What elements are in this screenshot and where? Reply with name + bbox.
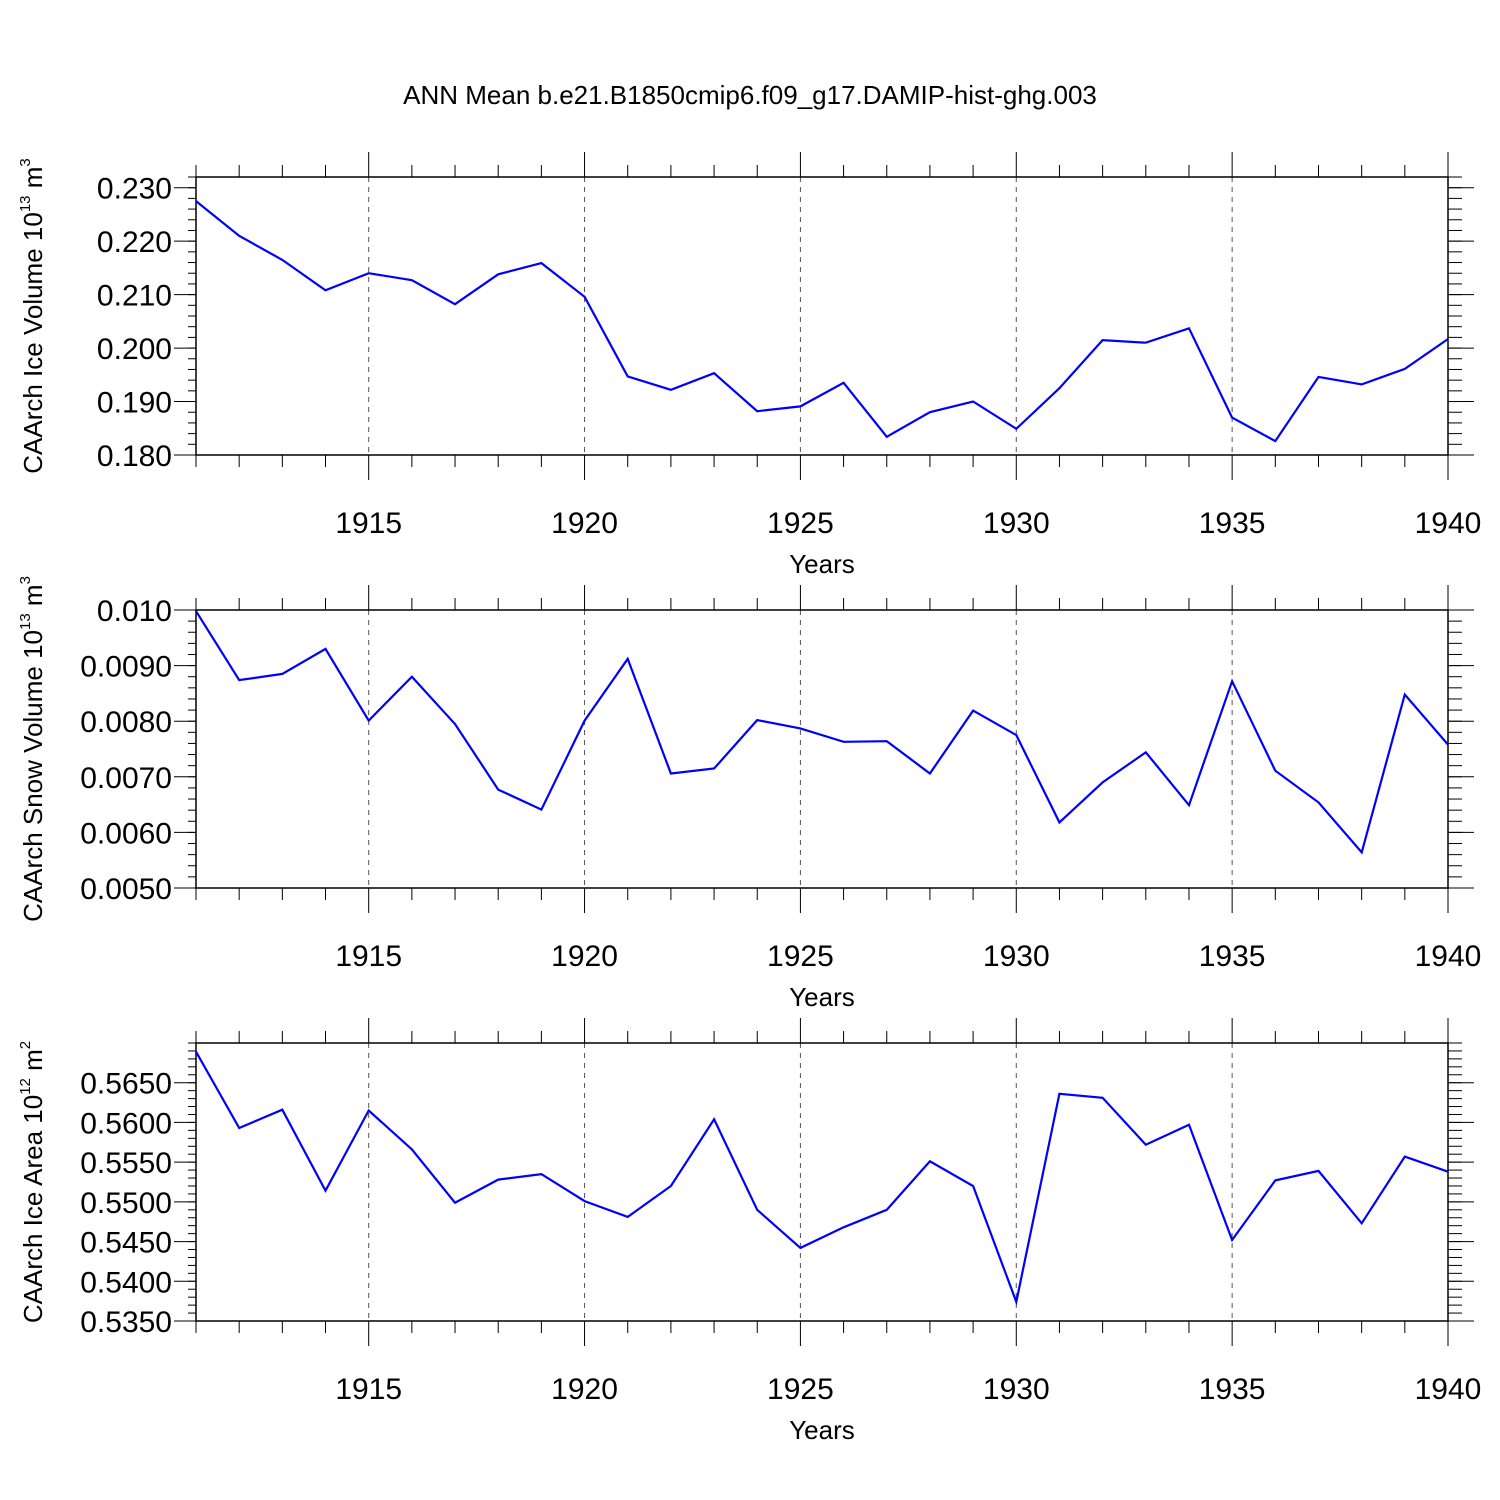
plot-frame bbox=[195, 1042, 1449, 1322]
plot-frame bbox=[195, 176, 1449, 456]
x-tick-label: 1935 bbox=[1199, 1373, 1266, 1406]
x-tick-label: 1925 bbox=[767, 940, 834, 973]
y-axis-label: CAArch Ice Volume 1013 m3 bbox=[17, 158, 48, 474]
x-tick-label: 1940 bbox=[1415, 507, 1482, 540]
y-tick-label: 0.5650 bbox=[80, 1068, 172, 1101]
y-axis-label-unit-exponent: 2 bbox=[17, 1041, 34, 1049]
x-tick-label: 1930 bbox=[983, 507, 1050, 540]
x-axis-label: Years bbox=[789, 1415, 855, 1445]
y-axis-label-unit-exponent: 3 bbox=[17, 158, 34, 166]
y-tick-label: 0.0080 bbox=[80, 706, 172, 739]
x-tick-label: 1915 bbox=[335, 1373, 402, 1406]
y-axis-label-text: CAArch Ice Area 10 bbox=[18, 1095, 48, 1323]
y-tick-label: 0.210 bbox=[97, 280, 172, 313]
series-line bbox=[195, 200, 1449, 443]
y-axis-label-exponent: 13 bbox=[17, 613, 34, 630]
y-axis-label-exponent: 13 bbox=[17, 195, 34, 212]
y-tick-label: 0.0060 bbox=[80, 817, 172, 850]
y-tick-label: 0.010 bbox=[97, 595, 172, 628]
x-axis-label: Years bbox=[789, 982, 855, 1012]
series-line bbox=[195, 1051, 1449, 1306]
y-axis-label-unit: m bbox=[18, 584, 48, 613]
y-tick-label: 0.0050 bbox=[80, 873, 172, 906]
y-axis-label-unit-exponent: 3 bbox=[17, 576, 34, 584]
x-tick-label: 1930 bbox=[983, 1373, 1050, 1406]
x-tick-label: 1920 bbox=[551, 507, 618, 540]
y-tick-label: 0.5350 bbox=[80, 1306, 172, 1339]
x-axis-label: Years bbox=[789, 549, 855, 579]
panels: 0.180 0.190 0.200 0.210 0.220 0.230 1915 1920 19… bbox=[17, 152, 1481, 1445]
y-axis-label: CAArch Ice Area 1012 m2 bbox=[17, 1041, 48, 1323]
y-axis-label: CAArch Snow Volume 1013 m3 bbox=[17, 576, 48, 922]
x-tick-label: 1940 bbox=[1415, 1373, 1482, 1406]
y-tick-label: 0.5550 bbox=[80, 1147, 172, 1180]
plot-frame bbox=[195, 609, 1449, 889]
x-tick-label: 1915 bbox=[335, 940, 402, 973]
x-tick-label: 1925 bbox=[767, 1373, 834, 1406]
x-tick-label: 1940 bbox=[1415, 940, 1482, 973]
x-tick-label: 1930 bbox=[983, 940, 1050, 973]
chart-panel-1: 0.180 0.190 0.200 0.210 0.220 0.230 1915 1920 19… bbox=[17, 152, 1481, 579]
y-tick-label: 0.190 bbox=[97, 387, 172, 420]
y-tick-label: 0.5450 bbox=[80, 1227, 172, 1260]
y-tick-label: 0.0090 bbox=[80, 651, 172, 684]
y-axis-label-text: CAArch Snow Volume 10 bbox=[18, 630, 48, 922]
y-tick-label: 0.200 bbox=[97, 333, 172, 366]
y-tick-label: 0.5400 bbox=[80, 1266, 172, 1299]
y-tick-label: 0.180 bbox=[97, 440, 172, 473]
x-tick-label: 1935 bbox=[1199, 940, 1266, 973]
series-line bbox=[195, 610, 1449, 855]
y-axis-label-exponent: 12 bbox=[17, 1078, 34, 1095]
chart-panel-3: 0.5350 0.5400 0.5450 0.5500 0.5550 0.5600 0.56… bbox=[17, 1018, 1481, 1445]
y-tick-label: 0.5600 bbox=[80, 1107, 172, 1140]
y-tick-label: 0.220 bbox=[97, 226, 172, 259]
x-tick-label: 1920 bbox=[551, 940, 618, 973]
chart-panel-2: 0.0050 0.0060 0.0070 0.0080 0.0090 0.010 1915 1… bbox=[17, 576, 1481, 1012]
figure-title: ANN Mean b.e21.B1850cmip6.f09_g17.DAMIP-… bbox=[403, 80, 1097, 110]
y-tick-label: 0.5500 bbox=[80, 1187, 172, 1220]
x-tick-label: 1920 bbox=[551, 1373, 618, 1406]
x-tick-label: 1915 bbox=[335, 507, 402, 540]
x-tick-label: 1925 bbox=[767, 507, 834, 540]
y-tick-label: 0.0070 bbox=[80, 762, 172, 795]
y-tick-label: 0.230 bbox=[97, 173, 172, 206]
x-tick-label: 1935 bbox=[1199, 507, 1266, 540]
y-axis-label-text: CAArch Ice Volume 10 bbox=[18, 212, 48, 474]
y-axis-label-unit: m bbox=[18, 1049, 48, 1078]
y-axis-label-unit: m bbox=[18, 167, 48, 196]
